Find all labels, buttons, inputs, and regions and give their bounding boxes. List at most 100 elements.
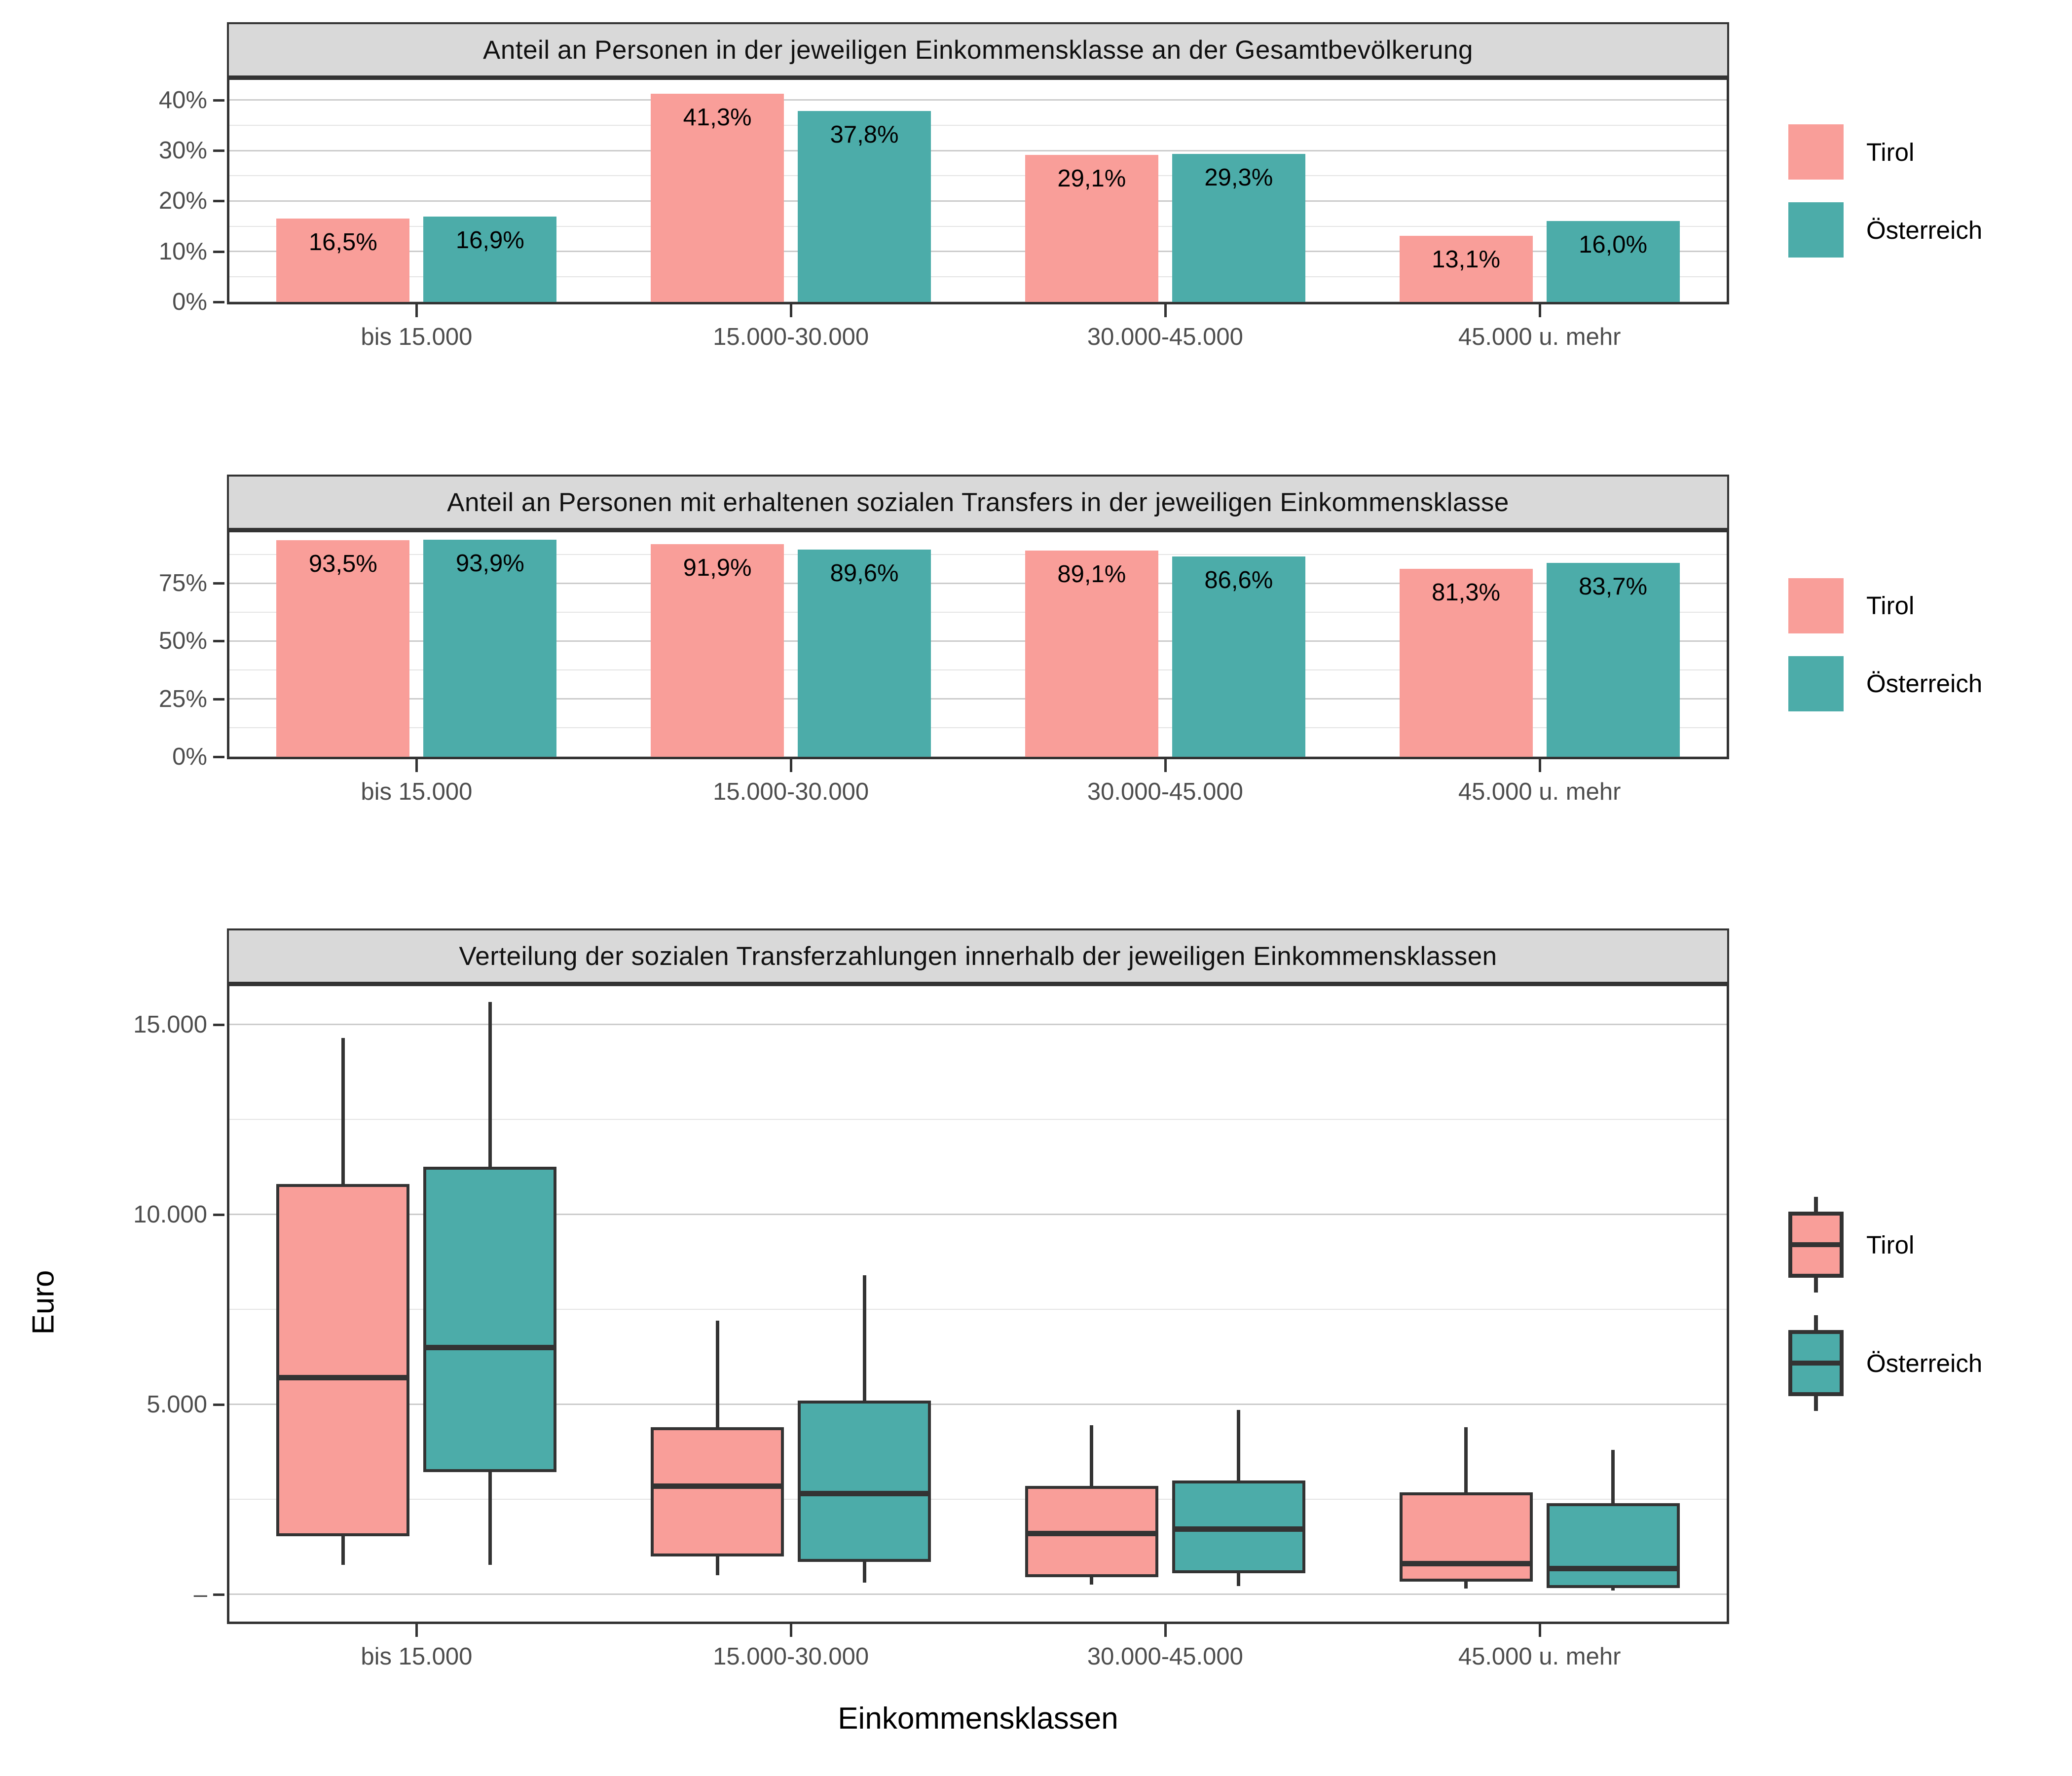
boxplot-whisker-lower-tirol-2: [1090, 1577, 1094, 1585]
boxplot-box-tirol-1: [651, 1427, 784, 1556]
y-tick-mark: [213, 1213, 224, 1216]
boxplot-whisker-lower-oesterreich-3: [1611, 1588, 1615, 1591]
legend-label-tirol: Tirol: [1866, 138, 1915, 166]
bar-value-label-tirol-2: 29,1%: [1057, 165, 1126, 192]
gridline-minor: [229, 175, 1727, 177]
boxplot-median-tirol-2: [1025, 1530, 1158, 1536]
boxplot-box-oesterreich-0: [423, 1167, 557, 1472]
boxplot-whisker-upper-oesterreich-1: [862, 1275, 866, 1401]
legend-item-oesterreich: Österreich: [1788, 1315, 2065, 1411]
bar-value-label-tirol-3: 13,1%: [1432, 246, 1501, 273]
legend-item-tirol: Tirol: [1788, 124, 2065, 180]
bar-value-label-oesterreich-3: 83,7%: [1579, 573, 1648, 600]
strip-transfer-distribution: Verteilung der sozialen Transferzahlunge…: [227, 928, 1729, 984]
y-tick-label: 0%: [172, 743, 207, 770]
bar-oesterreich-1: [798, 111, 931, 302]
legend-key-tirol-boxplot-glyph: [1788, 1197, 1844, 1293]
bar-oesterreich-0: [423, 539, 557, 757]
y-tick-mark: [213, 301, 224, 303]
y-tick-mark: [213, 1593, 224, 1596]
boxplot-whisker-upper-tirol-1: [715, 1321, 719, 1427]
boxplot-whisker-upper-oesterreich-3: [1611, 1450, 1615, 1503]
x-tick-label: 15.000-30.000: [713, 1643, 869, 1670]
bar-tirol-3: [1399, 236, 1533, 302]
gridline-minor: [229, 1499, 1727, 1500]
bar-oesterreich-1: [798, 549, 931, 757]
y-tick-mark: [213, 1403, 224, 1406]
bar-value-label-oesterreich-0: 16,9%: [455, 227, 524, 254]
strip-population-share: Anteil an Personen in der jeweiligen Ein…: [227, 22, 1729, 77]
legend-key-oesterreich-swatch: [1788, 202, 1844, 258]
x-tick-mark: [1538, 759, 1541, 772]
gridline-major: [229, 200, 1727, 202]
boxplot-median-oesterreich-3: [1546, 1565, 1680, 1571]
gridline-minor: [229, 225, 1727, 227]
legend-key-tirol-swatch: [1788, 124, 1844, 180]
boxplot-whisker-upper-tirol-3: [1464, 1427, 1468, 1493]
bar-oesterreich-3: [1546, 221, 1680, 302]
panel-transfer-recipients: Anteil an Personen mit erhaltenen sozial…: [0, 475, 2072, 805]
boxplot-median-tirol-1: [651, 1483, 784, 1489]
legend-item-oesterreich: Österreich: [1788, 202, 2065, 258]
boxplot-whisker-lower-oesterreich-1: [862, 1562, 866, 1583]
boxplot-box-oesterreich-1: [798, 1400, 931, 1562]
gridline-major: [229, 1593, 1727, 1595]
x-tick-mark: [1164, 759, 1167, 772]
y-tick-label: 10%: [158, 238, 207, 265]
boxplot-whisker-lower-oesterreich-2: [1237, 1573, 1241, 1587]
boxplot-box-tirol-0: [276, 1184, 410, 1536]
gridline-major: [229, 99, 1727, 101]
y-axis-title-euro: Euro: [26, 1270, 61, 1335]
gridline-minor: [229, 727, 1727, 729]
x-tick-mark: [415, 759, 418, 772]
boxplot-whisker-lower-tirol-3: [1464, 1582, 1468, 1589]
gridline-minor: [229, 611, 1727, 613]
legend-population-share: Tirol Österreich: [1788, 77, 2065, 304]
gridline-minor: [229, 1119, 1727, 1120]
y-tick-mark: [213, 756, 224, 758]
gridline-minor: [229, 1309, 1727, 1310]
x-tick-mark: [415, 304, 418, 317]
y-tick-label: 50%: [158, 628, 207, 655]
y-tick-mark: [213, 1023, 224, 1026]
gridline-major: [229, 1404, 1727, 1406]
gridline-major: [229, 756, 1727, 757]
x-axis-title-einkommensklassen: Einkommensklassen: [838, 1702, 1118, 1736]
bar-value-label-oesterreich-2: 29,3%: [1204, 164, 1273, 191]
gridline-major: [229, 1024, 1727, 1026]
bar-value-label-tirol-2: 89,1%: [1057, 561, 1126, 588]
gridline-major: [229, 251, 1727, 253]
x-tick-mark: [1538, 304, 1541, 317]
bar-tirol-1: [651, 544, 784, 757]
legend-item-oesterreich: Österreich: [1788, 656, 2065, 711]
bar-tirol-1: [651, 93, 784, 302]
legend-label-oesterreich: Österreich: [1866, 1349, 1983, 1377]
gridline-major: [229, 582, 1727, 584]
x-tick-mark: [790, 1624, 793, 1637]
y-tick-label: –: [193, 1581, 207, 1608]
boxplot-median-oesterreich-1: [798, 1491, 931, 1497]
y-tick-label: 0%: [172, 289, 207, 315]
y-tick-label: 5.000: [147, 1391, 207, 1418]
bar-value-label-oesterreich-3: 16,0%: [1579, 231, 1648, 259]
legend-label-tirol: Tirol: [1866, 592, 1915, 620]
boxplot-whisker-upper-tirol-2: [1090, 1425, 1094, 1486]
bar-oesterreich-2: [1172, 154, 1305, 302]
panel-transfer-distribution: Verteilung der sozialen Transferzahlunge…: [0, 928, 2072, 1670]
x-tick-label: 30.000-45.000: [1087, 1643, 1243, 1670]
boxplot-whisker-upper-tirol-0: [341, 1037, 345, 1184]
x-tick-mark: [415, 1624, 418, 1637]
boxplot-median-oesterreich-0: [423, 1344, 557, 1350]
boxplot-whisker-upper-oesterreich-0: [488, 1001, 492, 1167]
y-tick-mark: [213, 640, 224, 643]
x-tick-label: bis 15.000: [361, 778, 473, 805]
x-tick-mark: [790, 304, 793, 317]
legend-key-oesterreich-swatch: [1788, 656, 1844, 711]
bar-value-label-oesterreich-2: 86,6%: [1204, 566, 1273, 593]
gridline-major: [229, 640, 1727, 642]
plot-area-transfer-recipients: 93,5% 91,9% 89,1% 81,3% 93,9% 89,6% 86,6% 83,7%: [227, 530, 1729, 759]
x-tick-label: 45.000 u. mehr: [1458, 324, 1621, 350]
bar-value-label-tirol-0: 16,5%: [308, 229, 377, 256]
y-tick-mark: [213, 149, 224, 152]
